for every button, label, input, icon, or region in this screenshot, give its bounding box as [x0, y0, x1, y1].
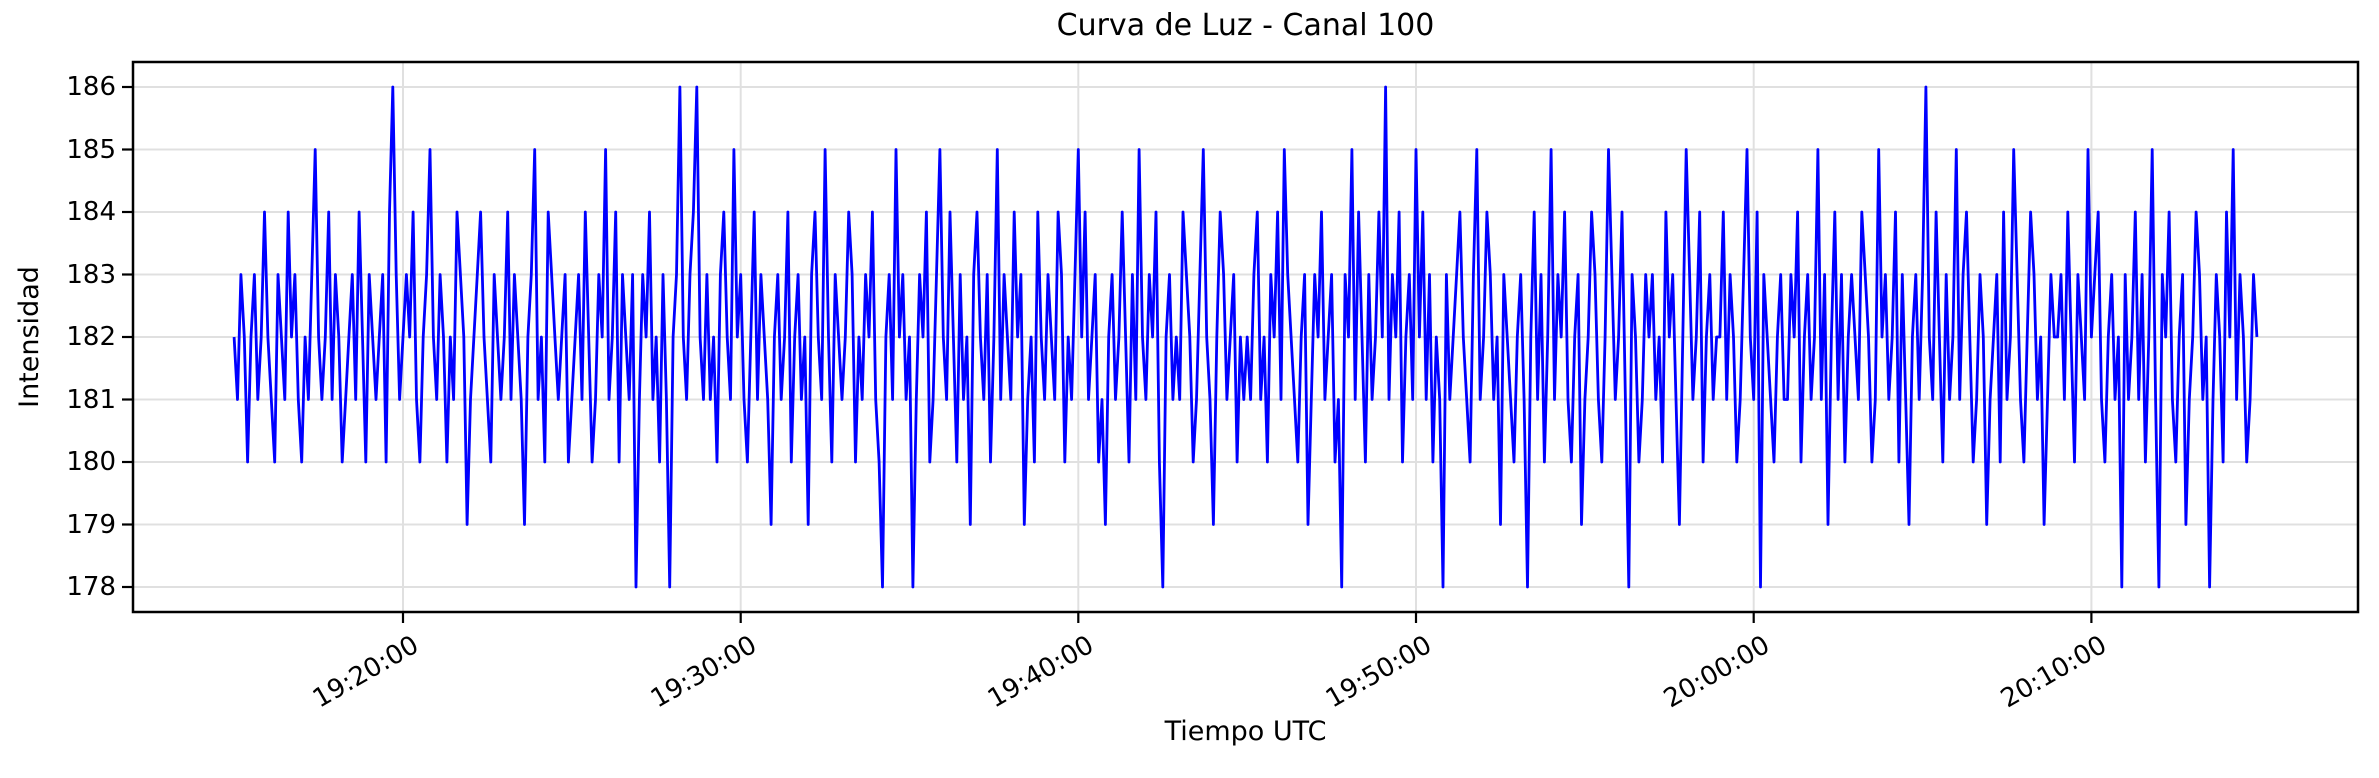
- y-tick-label: 184: [66, 197, 116, 227]
- x-axis-label: Tiempo UTC: [1164, 716, 1327, 747]
- y-tick-label: 179: [66, 509, 116, 540]
- axes-frame: [131, 60, 2360, 614]
- tick-marks: [122, 85, 2093, 623]
- y-tick-label: 181: [66, 384, 116, 415]
- chart-title: Curva de Luz - Canal 100: [1056, 8, 1435, 43]
- series-line: [232, 85, 2259, 589]
- y-tick-label: 180: [66, 447, 116, 477]
- y-tick-label: 178: [66, 572, 116, 602]
- y-tick-label: 183: [66, 259, 116, 290]
- y-tick-label: 185: [66, 134, 116, 165]
- y-tick-label: 186: [66, 72, 116, 102]
- y-tick-label: 182: [66, 322, 116, 352]
- grid-lines: [133, 62, 2358, 612]
